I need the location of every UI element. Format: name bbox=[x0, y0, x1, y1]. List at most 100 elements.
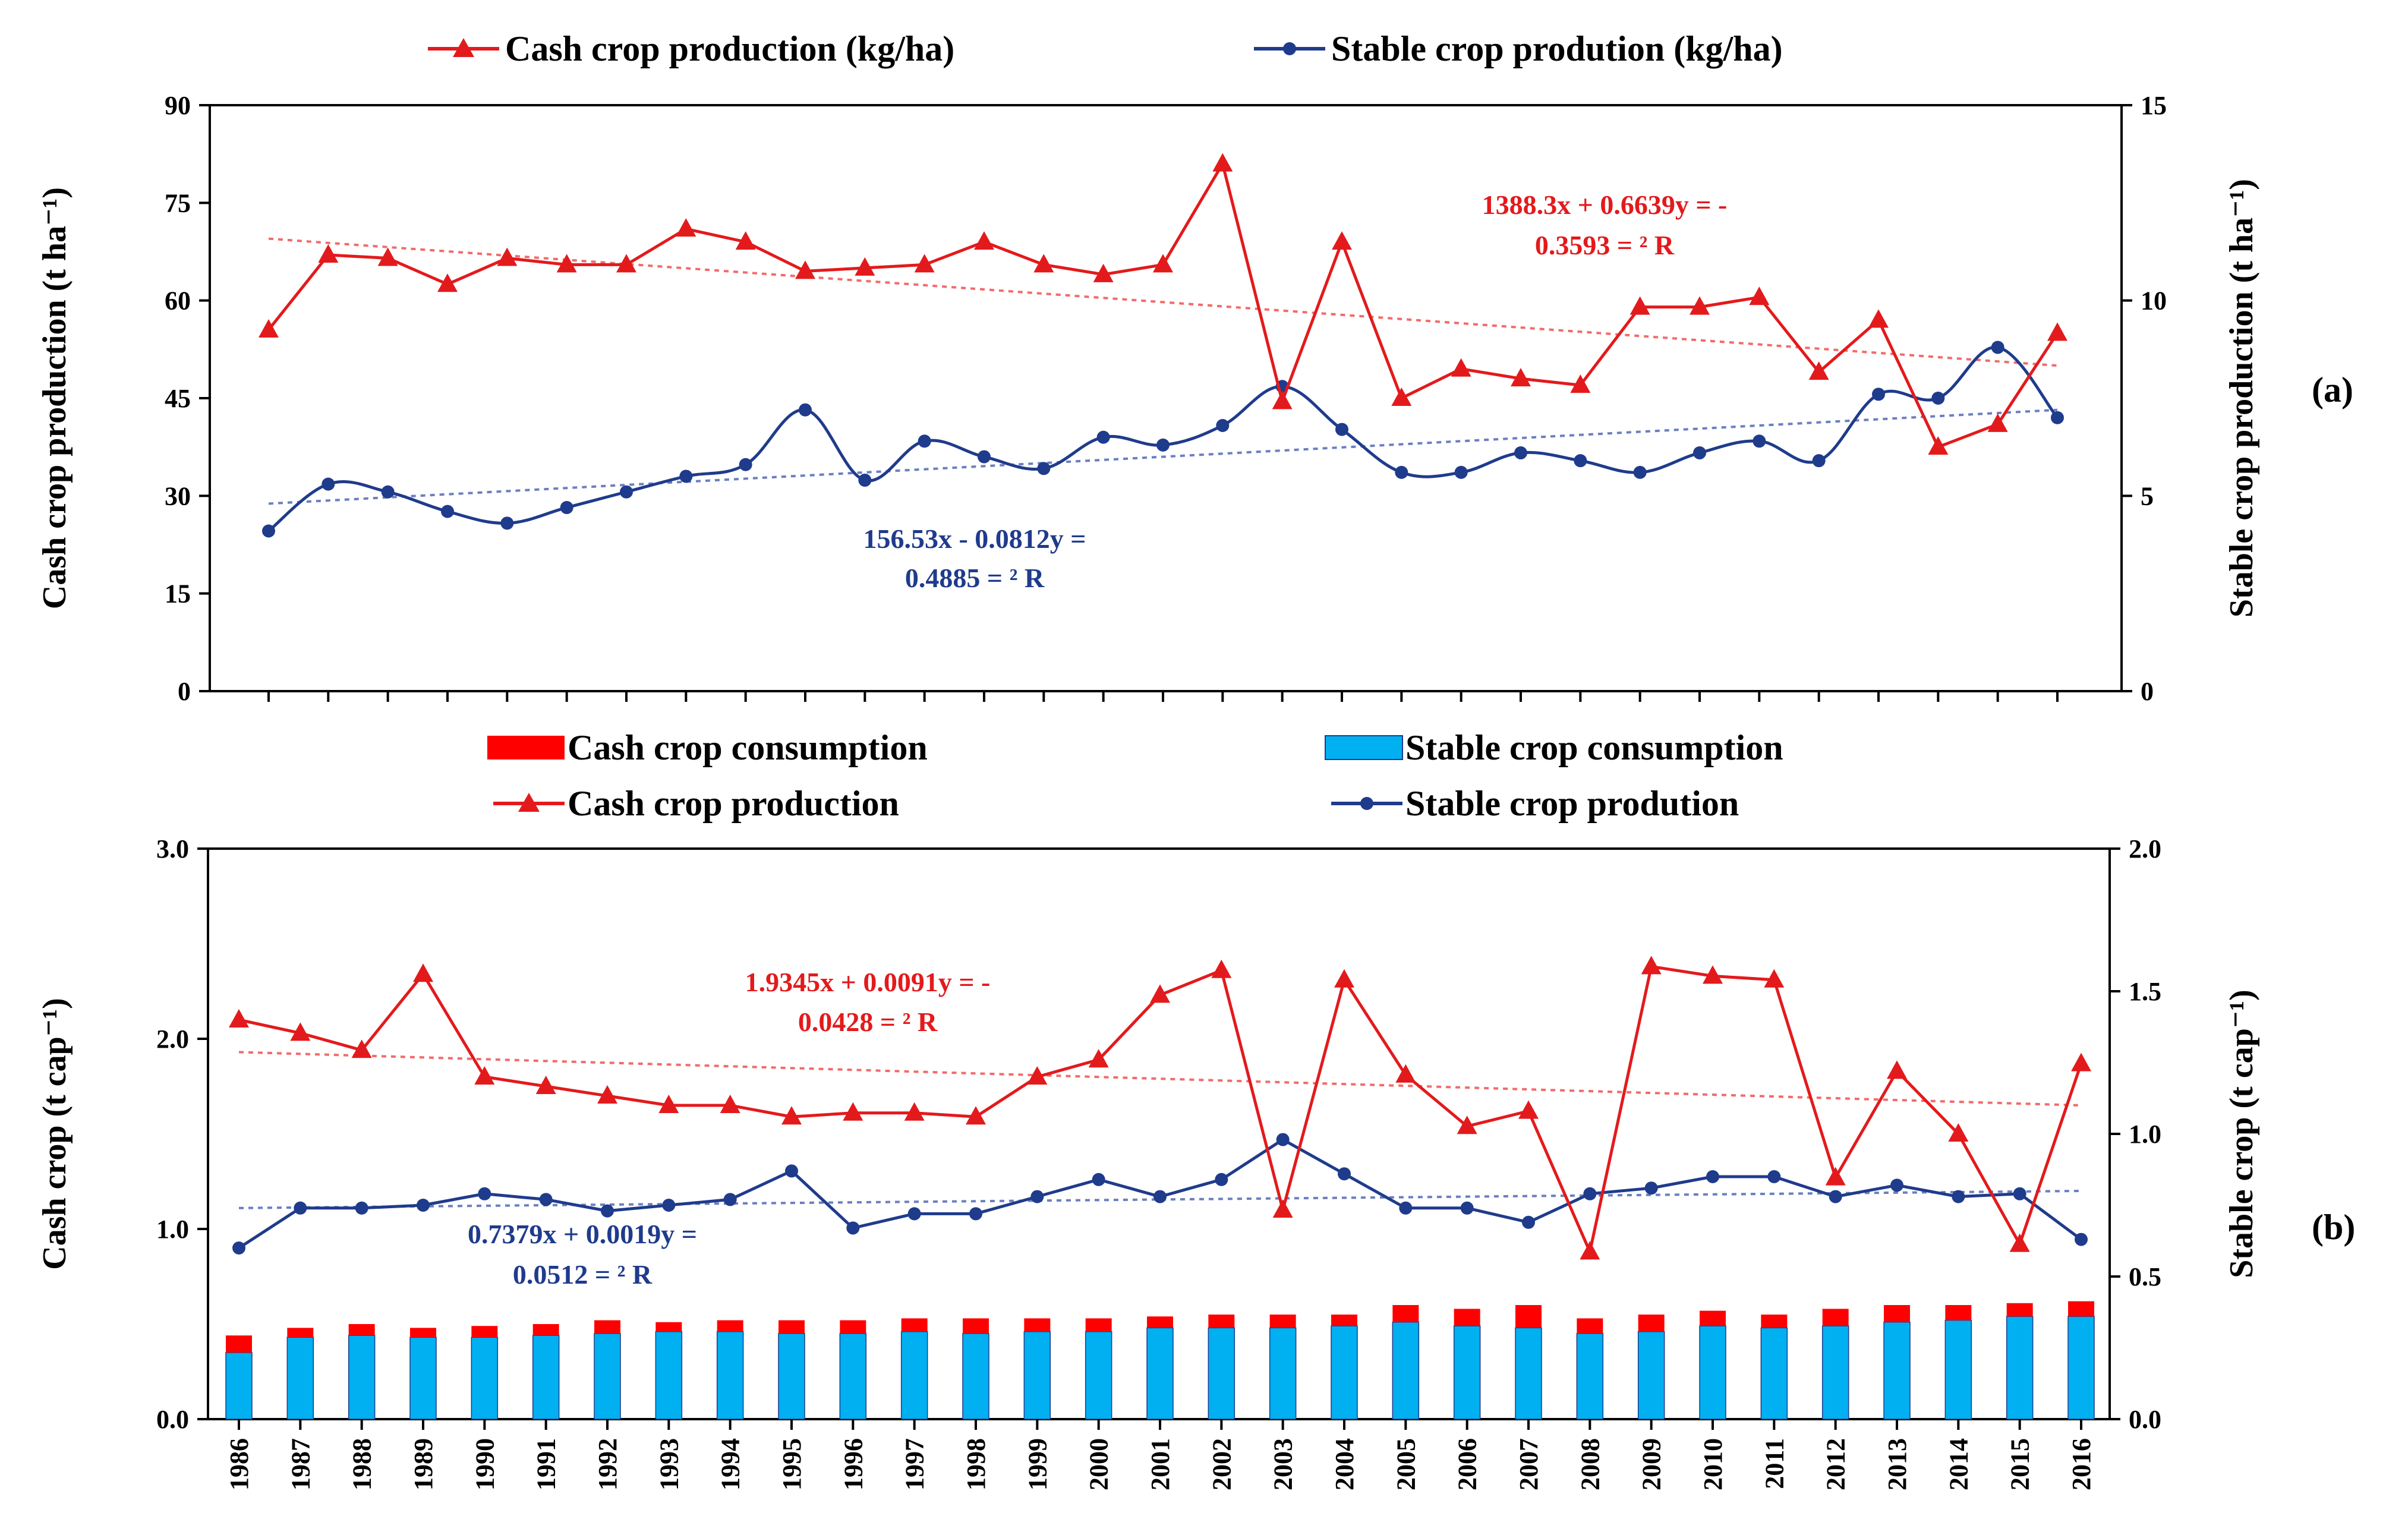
bar-stable-consumption-1995 bbox=[778, 1333, 805, 1420]
legend-b-cash-consumption-label: Cash crop consumption bbox=[568, 728, 928, 767]
point-stable-production-b-1997 bbox=[907, 1207, 921, 1221]
legend-b-stable-circle-icon bbox=[1360, 797, 1373, 810]
bar-cash-consumption-2015 bbox=[2006, 1303, 2033, 1317]
point-stable-production-b-1991 bbox=[539, 1193, 553, 1206]
x-tick-label-b-29: 2015 bbox=[2006, 1438, 2035, 1490]
legend-b: Cash crop consumption Stable crop consum… bbox=[487, 728, 1783, 823]
bar-cash-consumption-1990 bbox=[471, 1326, 498, 1338]
point-stable-production-a-2014 bbox=[1931, 392, 1945, 405]
point-stable-production-b-2007 bbox=[1522, 1215, 1535, 1229]
y-axis-label-left-b: Cash crop (t cap⁻¹) bbox=[36, 998, 73, 1270]
x-axis-a bbox=[267, 691, 2059, 702]
bar-cash-consumption-1991 bbox=[532, 1324, 559, 1336]
x-tick-label-b-4: 1990 bbox=[470, 1438, 499, 1490]
bar-cash-consumption-2004 bbox=[1331, 1315, 1357, 1326]
bar-stable-consumption-2009 bbox=[1637, 1331, 1665, 1420]
bar-cash-consumption-2006 bbox=[1454, 1309, 1480, 1326]
x-tick-label-b-20: 2006 bbox=[1453, 1438, 1482, 1490]
bars-consumption-b bbox=[225, 1301, 2095, 1420]
point-stable-production-a-2006 bbox=[1454, 465, 1468, 479]
point-stable-production-b-1993 bbox=[662, 1199, 676, 1212]
bar-cash-consumption-2016 bbox=[2068, 1301, 2094, 1317]
point-stable-production-a-1998 bbox=[978, 450, 991, 464]
point-stable-production-b-2011 bbox=[1767, 1170, 1781, 1183]
point-cash-production-a-2013 bbox=[1868, 309, 1889, 328]
point-cash-production-b-2004 bbox=[1334, 969, 1354, 988]
point-cash-production-a-2002 bbox=[1212, 153, 1233, 172]
bar-cash-consumption-2014 bbox=[1945, 1305, 1972, 1320]
equation-cash-b-line1: 1.9345x + 0.0091y = - bbox=[745, 967, 991, 997]
bar-cash-consumption-1993 bbox=[655, 1322, 682, 1332]
point-cash-production-b-1987 bbox=[290, 1022, 311, 1041]
point-stable-production-b-1988 bbox=[355, 1201, 368, 1215]
x-tick-label-b-21: 2007 bbox=[1514, 1438, 1543, 1490]
y-tick-label-right-b-3: 1.5 bbox=[2129, 977, 2161, 1006]
line-cash-production-a bbox=[267, 160, 2059, 449]
panel-label-a: (a) bbox=[2312, 370, 2353, 409]
y-axis-left-a: 0 15 30 45 60 75 90 bbox=[165, 91, 210, 706]
bar-cash-consumption-1987 bbox=[287, 1328, 314, 1338]
bar-stable-consumption-2010 bbox=[1699, 1325, 1726, 1420]
bar-cash-consumption-2013 bbox=[1884, 1305, 1910, 1322]
point-stable-production-a-1999 bbox=[1037, 462, 1051, 475]
series-stable-production-a bbox=[262, 341, 2064, 538]
bar-stable-consumption-2000 bbox=[1085, 1331, 1112, 1420]
bar-stable-consumption-2003 bbox=[1269, 1327, 1297, 1420]
bar-cash-consumption-1989 bbox=[410, 1328, 436, 1338]
point-cash-production-b-1993 bbox=[658, 1095, 679, 1113]
y-tick-label-left-b-2: 2.0 bbox=[156, 1025, 189, 1054]
point-cash-production-b-2008 bbox=[1580, 1241, 1600, 1260]
point-cash-production-b-1988 bbox=[351, 1039, 372, 1058]
bar-stable-consumption-2001 bbox=[1146, 1327, 1174, 1420]
legend-b-stable-production-label: Stable crop prodution bbox=[1405, 784, 1739, 823]
point-cash-production-b-1994 bbox=[720, 1095, 740, 1113]
x-tick-label-b-7: 1993 bbox=[654, 1438, 683, 1490]
point-stable-production-a-1986 bbox=[262, 524, 275, 538]
bar-stable-consumption-1992 bbox=[594, 1333, 621, 1420]
point-stable-production-b-1989 bbox=[417, 1199, 430, 1212]
y-tick-label-right-b-0: 0.0 bbox=[2129, 1405, 2161, 1434]
bar-stable-consumption-2013 bbox=[1883, 1322, 1911, 1420]
trendline-b-cash bbox=[238, 1051, 2082, 1107]
point-stable-production-b-2012 bbox=[1829, 1190, 1842, 1203]
bar-stable-consumption-2005 bbox=[1392, 1322, 1420, 1420]
point-cash-production-a-2011 bbox=[1749, 286, 1770, 305]
point-stable-production-b-1996 bbox=[846, 1221, 860, 1235]
bar-stable-consumption-2006 bbox=[1453, 1325, 1481, 1420]
bar-cash-consumption-2007 bbox=[1515, 1305, 1542, 1328]
point-cash-production-a-2015 bbox=[1987, 413, 2008, 432]
y-tick-label-left-a-6: 90 bbox=[165, 91, 191, 120]
point-cash-production-b-2012 bbox=[1825, 1167, 1846, 1186]
point-stable-production-b-2010 bbox=[1706, 1170, 1719, 1183]
legend-a-cash-triangle-icon bbox=[453, 38, 474, 57]
legend-b-cash-consumption-swatch bbox=[487, 736, 565, 759]
x-tick-label-b-13: 1999 bbox=[1023, 1438, 1052, 1490]
bar-stable-consumption-2014 bbox=[1944, 1319, 1972, 1420]
point-cash-production-b-2009 bbox=[1641, 956, 1662, 975]
point-stable-production-b-1998 bbox=[969, 1207, 982, 1221]
bar-cash-consumption-2011 bbox=[1761, 1315, 1788, 1328]
y-axis-label-right-b: Stable crop (t cap⁻¹) bbox=[2223, 989, 2260, 1278]
point-stable-production-b-2014 bbox=[1952, 1190, 1965, 1203]
bar-cash-consumption-1996 bbox=[840, 1320, 866, 1334]
bar-cash-consumption-2008 bbox=[1577, 1318, 1603, 1334]
point-cash-production-a-1997 bbox=[914, 254, 935, 273]
point-stable-production-b-1995 bbox=[785, 1164, 798, 1178]
point-cash-production-a-1988 bbox=[377, 247, 398, 266]
point-cash-production-b-2006 bbox=[1457, 1115, 1477, 1134]
point-stable-production-a-1991 bbox=[560, 501, 573, 515]
legend-b-stable-consumption-swatch bbox=[1325, 735, 1403, 760]
point-stable-production-a-2016 bbox=[2051, 411, 2064, 424]
panel-b: Cash crop consumption Stable crop consum… bbox=[36, 728, 2355, 1490]
bar-stable-consumption-2016 bbox=[2067, 1316, 2095, 1420]
point-cash-production-b-2015 bbox=[2009, 1233, 2030, 1252]
point-cash-production-b-1997 bbox=[904, 1102, 925, 1121]
equation-stable-a-line1: 156.53x - 0.0812y = bbox=[863, 524, 1086, 554]
point-cash-production-a-2004 bbox=[1332, 231, 1352, 250]
point-stable-production-b-2008 bbox=[1583, 1187, 1597, 1200]
bar-cash-consumption-2000 bbox=[1085, 1318, 1112, 1332]
point-cash-production-a-2005 bbox=[1391, 387, 1412, 406]
equation-stable-b: 0.7379x + 0.0019y = 0.0512 = ² R bbox=[468, 1219, 697, 1290]
bar-stable-consumption-2012 bbox=[1821, 1325, 1849, 1420]
point-stable-production-a-1990 bbox=[500, 516, 514, 530]
